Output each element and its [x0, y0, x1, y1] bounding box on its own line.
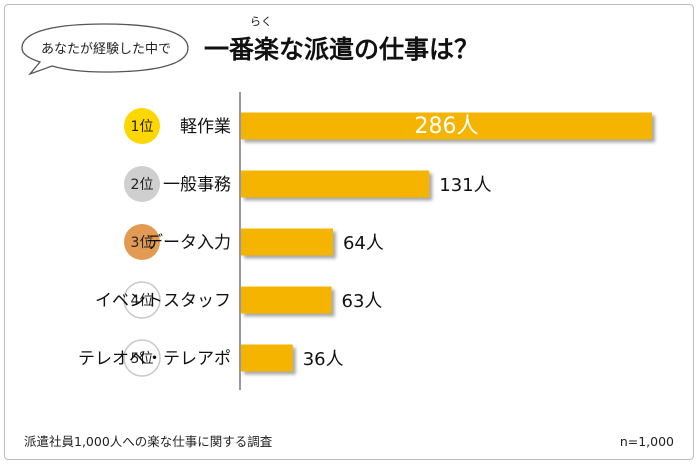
value-label: 64人: [343, 233, 384, 254]
value-label: 131人: [439, 175, 491, 196]
category-label: テレオペ・テレアポ: [78, 349, 231, 369]
title-ruby: らく: [250, 15, 272, 28]
rank-badge: [123, 339, 161, 377]
rank-label: 2位: [131, 177, 154, 193]
rank-label: 3位: [131, 235, 154, 251]
rank-badge: [124, 166, 160, 202]
value-label: 286人: [415, 114, 479, 139]
bar: [241, 344, 293, 372]
question-bubble-text: あなたが経験した中で: [41, 42, 171, 57]
rank-label: 5位: [131, 351, 154, 367]
value-label: 63人: [342, 291, 383, 312]
rank-label: 1位: [131, 119, 154, 135]
bar: [241, 286, 332, 314]
category-label: データ入力: [146, 232, 231, 253]
rank-badge: [123, 281, 161, 319]
value-label: 36人: [303, 349, 344, 370]
bar: [241, 170, 430, 198]
bar: [241, 112, 652, 140]
source-note: 派遣社員1,000人への楽な仕事に関する調査: [24, 434, 273, 449]
category-label: イベントスタッフ: [95, 291, 231, 311]
category-label: 軽作業: [180, 117, 231, 137]
rank-badge: [124, 224, 160, 260]
chart-title: 一番楽な派遣の仕事は？: [204, 35, 479, 64]
chart-frame: [4, 4, 694, 460]
question-bubble: あなたが経験した中で: [21, 23, 189, 76]
rank-label: 4位: [131, 293, 154, 309]
rank-badge: [124, 108, 160, 144]
sample-size: n=1,000: [620, 434, 674, 449]
category-label: 一般事務: [163, 175, 231, 195]
bar: [241, 228, 333, 256]
